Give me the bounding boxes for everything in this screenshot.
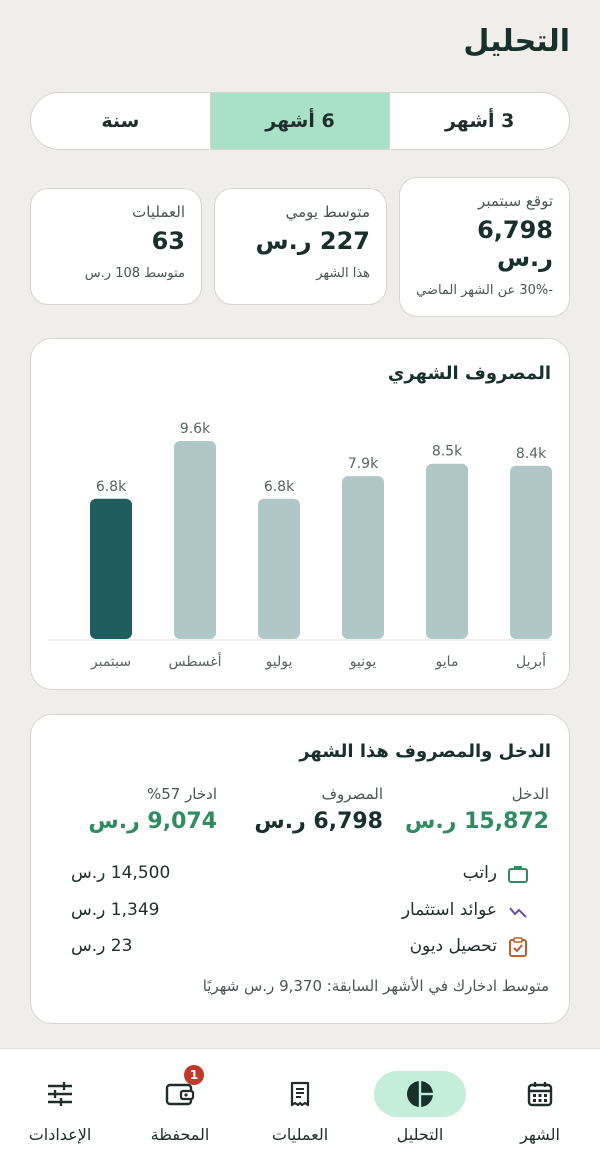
income-value: 15,872 ر.س [405,809,549,834]
savings-value: 9,074 ر.س [88,809,217,834]
category-label: مايو [435,654,459,670]
period-segmented-control: 3 أشهر 6 أشهر سنة [30,92,570,150]
forecast-label: توقع سبتمبر [478,192,553,210]
income-label: الدخل [511,785,549,803]
wallet-icon: 1 [134,1065,226,1117]
nav-month-label: الشهر [520,1125,560,1144]
income-source-row: عوائد استثمار 1,349 ر.س [51,900,549,924]
monthly-expense-chart: 8.4k أبريل 8.5k مايو 7.9k يونيو 6.8k يوليو 9.6k أ… [47,421,553,670]
bottom-navigation: الشهر التحليل العمليات 1 المحفظة الإعداد… [0,1048,600,1165]
bar-1[interactable] [426,463,468,639]
daily-average-sub: هذا الشهر [316,266,370,281]
forecast-card: توقع سبتمبر 6,798 ر.س -30% عن الشهر الما… [399,177,570,317]
category-label: سبتمبر [90,654,131,670]
nav-analysis[interactable]: التحليل [360,1049,480,1165]
savings-average-note: متوسط ادخارك في الأشهر السابقة: 9,370 ر.… [202,977,549,995]
expense-value: 6,798 ر.س [254,809,383,834]
income-source-row: راتب 14,500 ر.س [51,863,549,887]
income-source-amount: 23 ر.س [71,936,133,956]
briefcase-icon [507,863,529,885]
bar-2[interactable] [342,476,384,639]
monthly-expense-title: المصروف الشهري [387,363,551,384]
daily-average-card: متوسط يومي 227 ر.س هذا الشهر [214,188,387,305]
income-expense-title: الدخل والمصروف هذا الشهر [299,741,551,762]
nav-settings[interactable]: الإعدادات [0,1049,120,1165]
bar-value-label: 6.8k [96,479,127,495]
transactions-average-sub: متوسط 108 ر.س [84,266,185,281]
income-source-amount: 14,500 ر.س [71,863,171,883]
income-source-label: راتب [462,863,497,883]
category-label: أغسطس [168,652,221,670]
nav-month[interactable]: الشهر [480,1049,600,1165]
receipt-icon [254,1071,346,1117]
bar-value-label: 9.6k [180,421,211,437]
category-label: يونيو [349,654,377,670]
income-source-label: تحصيل ديون [409,936,497,956]
bar-value-label: 6.8k [264,479,295,495]
pie-chart-icon [374,1071,466,1117]
savings-label: ادخار 57% [146,785,217,803]
bar-0[interactable] [510,465,552,639]
period-year-tab[interactable]: سنة [101,110,140,132]
bar-3[interactable] [258,498,300,639]
nav-transactions[interactable]: العمليات [240,1049,360,1165]
nav-wallet-label: المحفظة [150,1125,210,1144]
bar-value-label: 8.5k [432,444,463,460]
income-expense-card: الدخل والمصروف هذا الشهر الدخل 15,872 ر.… [30,714,570,1024]
bar-value-label: 7.9k [348,456,379,472]
period-3-months-tab[interactable]: 3 أشهر [389,93,569,149]
monthly-expense-card: المصروف الشهري 8.4k أبريل 8.5k مايو 7.9k يوني… [30,338,570,690]
nav-settings-label: الإعدادات [28,1125,92,1144]
page-title: التحليل [463,24,570,59]
category-label: أبريل [516,652,546,670]
bar-4[interactable] [174,441,216,639]
forecast-value: 6,798 ر.س [477,216,553,272]
nav-wallet[interactable]: 1 المحفظة [120,1049,240,1165]
bar-5[interactable] [90,498,132,639]
forecast-change: -30% عن الشهر الماضي [416,283,553,298]
nav-transactions-label: العمليات [271,1125,329,1144]
income-source-row: تحصيل ديون 23 ر.س [51,936,549,960]
daily-average-label: متوسط يومي [285,203,370,221]
expense-label: المصروف [321,785,384,803]
trend-icon [507,900,529,922]
transactions-count-label: العمليات [132,203,185,221]
period-6-months-tab[interactable]: 6 أشهر [209,93,390,149]
transactions-count-card: العمليات 63 متوسط 108 ر.س [30,188,202,305]
clipboard-check-icon [507,936,529,958]
income-source-label: عوائد استثمار [401,900,497,920]
calendar-icon [494,1071,586,1117]
nav-analysis-label: التحليل [396,1125,444,1144]
bar-value-label: 8.4k [516,446,547,462]
transactions-count-value: 63 [151,227,185,255]
sliders-icon [14,1071,106,1117]
category-label: يوليو [265,654,293,670]
wallet-notification-badge: 1 [184,1065,204,1085]
daily-average-value: 227 ر.س [255,227,370,255]
income-source-amount: 1,349 ر.س [71,900,160,920]
